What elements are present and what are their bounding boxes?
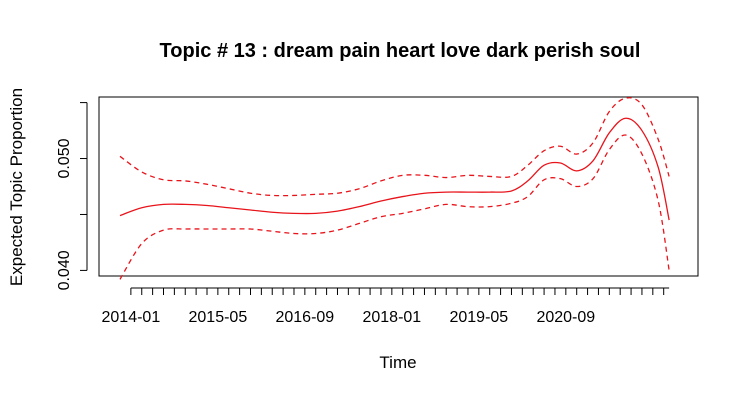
y-axis: 0.040 0.050 — [56, 102, 88, 290]
chart-title: Topic # 13 : dream pain heart love dark … — [160, 40, 641, 62]
x-tick-label: 2018-01 — [362, 309, 421, 326]
y-tick-label: 0.040 — [56, 250, 73, 290]
y-tick-label: 0.050 — [56, 138, 73, 178]
x-tick-label: 2015-05 — [189, 309, 248, 326]
mean-line — [119, 117, 670, 221]
series-lines — [119, 97, 670, 280]
x-axis: 2014-01 2015-05 2016-09 2018-01 2019-05 2020-… — [102, 287, 670, 326]
upper-confidence-line — [119, 97, 670, 197]
x-tick-label: 2020-09 — [536, 309, 595, 326]
x-tick-label: 2016-09 — [275, 309, 334, 326]
lower-confidence-line — [119, 134, 670, 280]
y-axis-label: Expected Topic Proportion — [7, 88, 26, 286]
x-tick-label: 2014-01 — [102, 309, 161, 326]
plot-frame — [98, 96, 699, 277]
x-axis-label: Time — [379, 353, 416, 372]
x-tick-label: 2019-05 — [449, 309, 508, 326]
